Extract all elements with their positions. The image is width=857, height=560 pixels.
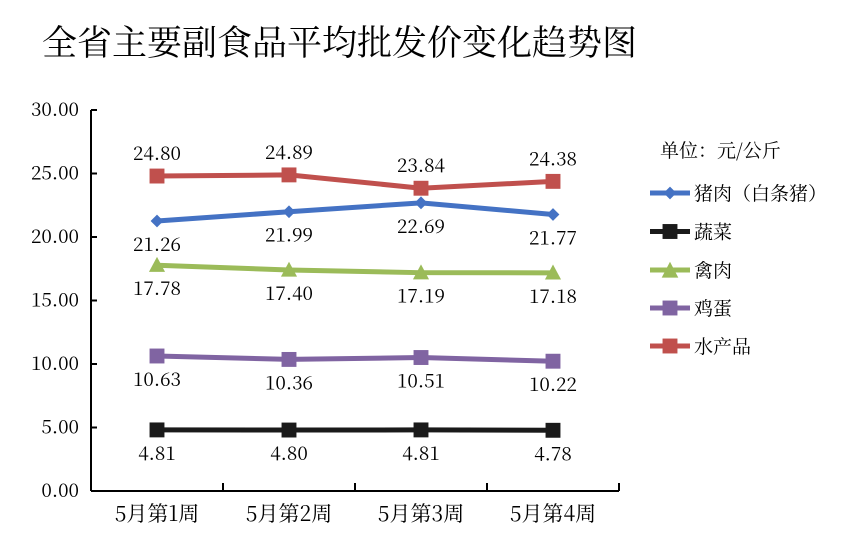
- svg-text:10.00: 10.00: [31, 349, 79, 376]
- svg-text:5月第4周: 5月第4周: [510, 498, 596, 528]
- svg-text:禽肉: 禽肉: [694, 256, 732, 283]
- svg-text:17.78: 17.78: [133, 274, 181, 301]
- svg-text:23.84: 23.84: [397, 151, 446, 178]
- svg-text:5月第3周: 5月第3周: [378, 498, 464, 528]
- svg-text:24.38: 24.38: [529, 144, 577, 171]
- svg-text:4.80: 4.80: [270, 439, 308, 466]
- svg-text:30.00: 30.00: [31, 95, 79, 122]
- svg-text:20.00: 20.00: [31, 222, 79, 249]
- svg-text:4.81: 4.81: [402, 439, 440, 466]
- svg-text:10.36: 10.36: [265, 368, 313, 395]
- svg-text:蔬菜: 蔬菜: [694, 218, 732, 245]
- svg-text:17.40: 17.40: [265, 279, 313, 306]
- svg-text:24.89: 24.89: [265, 138, 313, 165]
- svg-text:17.19: 17.19: [397, 282, 445, 309]
- svg-text:10.63: 10.63: [133, 365, 181, 392]
- svg-text:0.00: 0.00: [41, 476, 79, 503]
- svg-text:5月第1周: 5月第1周: [115, 498, 200, 528]
- svg-text:水产品: 水产品: [694, 332, 751, 359]
- svg-text:鸡蛋: 鸡蛋: [694, 294, 732, 321]
- svg-text:22.69: 22.69: [397, 212, 445, 239]
- svg-text:21.99: 21.99: [265, 221, 313, 248]
- svg-text:猪肉（白条猪）: 猪肉（白条猪）: [694, 179, 827, 206]
- svg-text:单位：元/公斤: 单位：元/公斤: [660, 136, 781, 163]
- svg-text:4.81: 4.81: [138, 439, 176, 466]
- svg-text:25.00: 25.00: [31, 159, 79, 186]
- svg-text:5月第2周: 5月第2周: [246, 498, 332, 528]
- svg-text:10.22: 10.22: [529, 370, 577, 397]
- svg-text:5.00: 5.00: [41, 413, 79, 440]
- svg-text:15.00: 15.00: [31, 286, 79, 313]
- svg-text:10.51: 10.51: [397, 367, 445, 394]
- svg-text:4.78: 4.78: [534, 439, 572, 466]
- svg-text:21.77: 21.77: [529, 224, 577, 251]
- svg-text:21.26: 21.26: [133, 230, 181, 257]
- svg-text:17.18: 17.18: [529, 282, 577, 309]
- svg-text:24.80: 24.80: [133, 139, 181, 166]
